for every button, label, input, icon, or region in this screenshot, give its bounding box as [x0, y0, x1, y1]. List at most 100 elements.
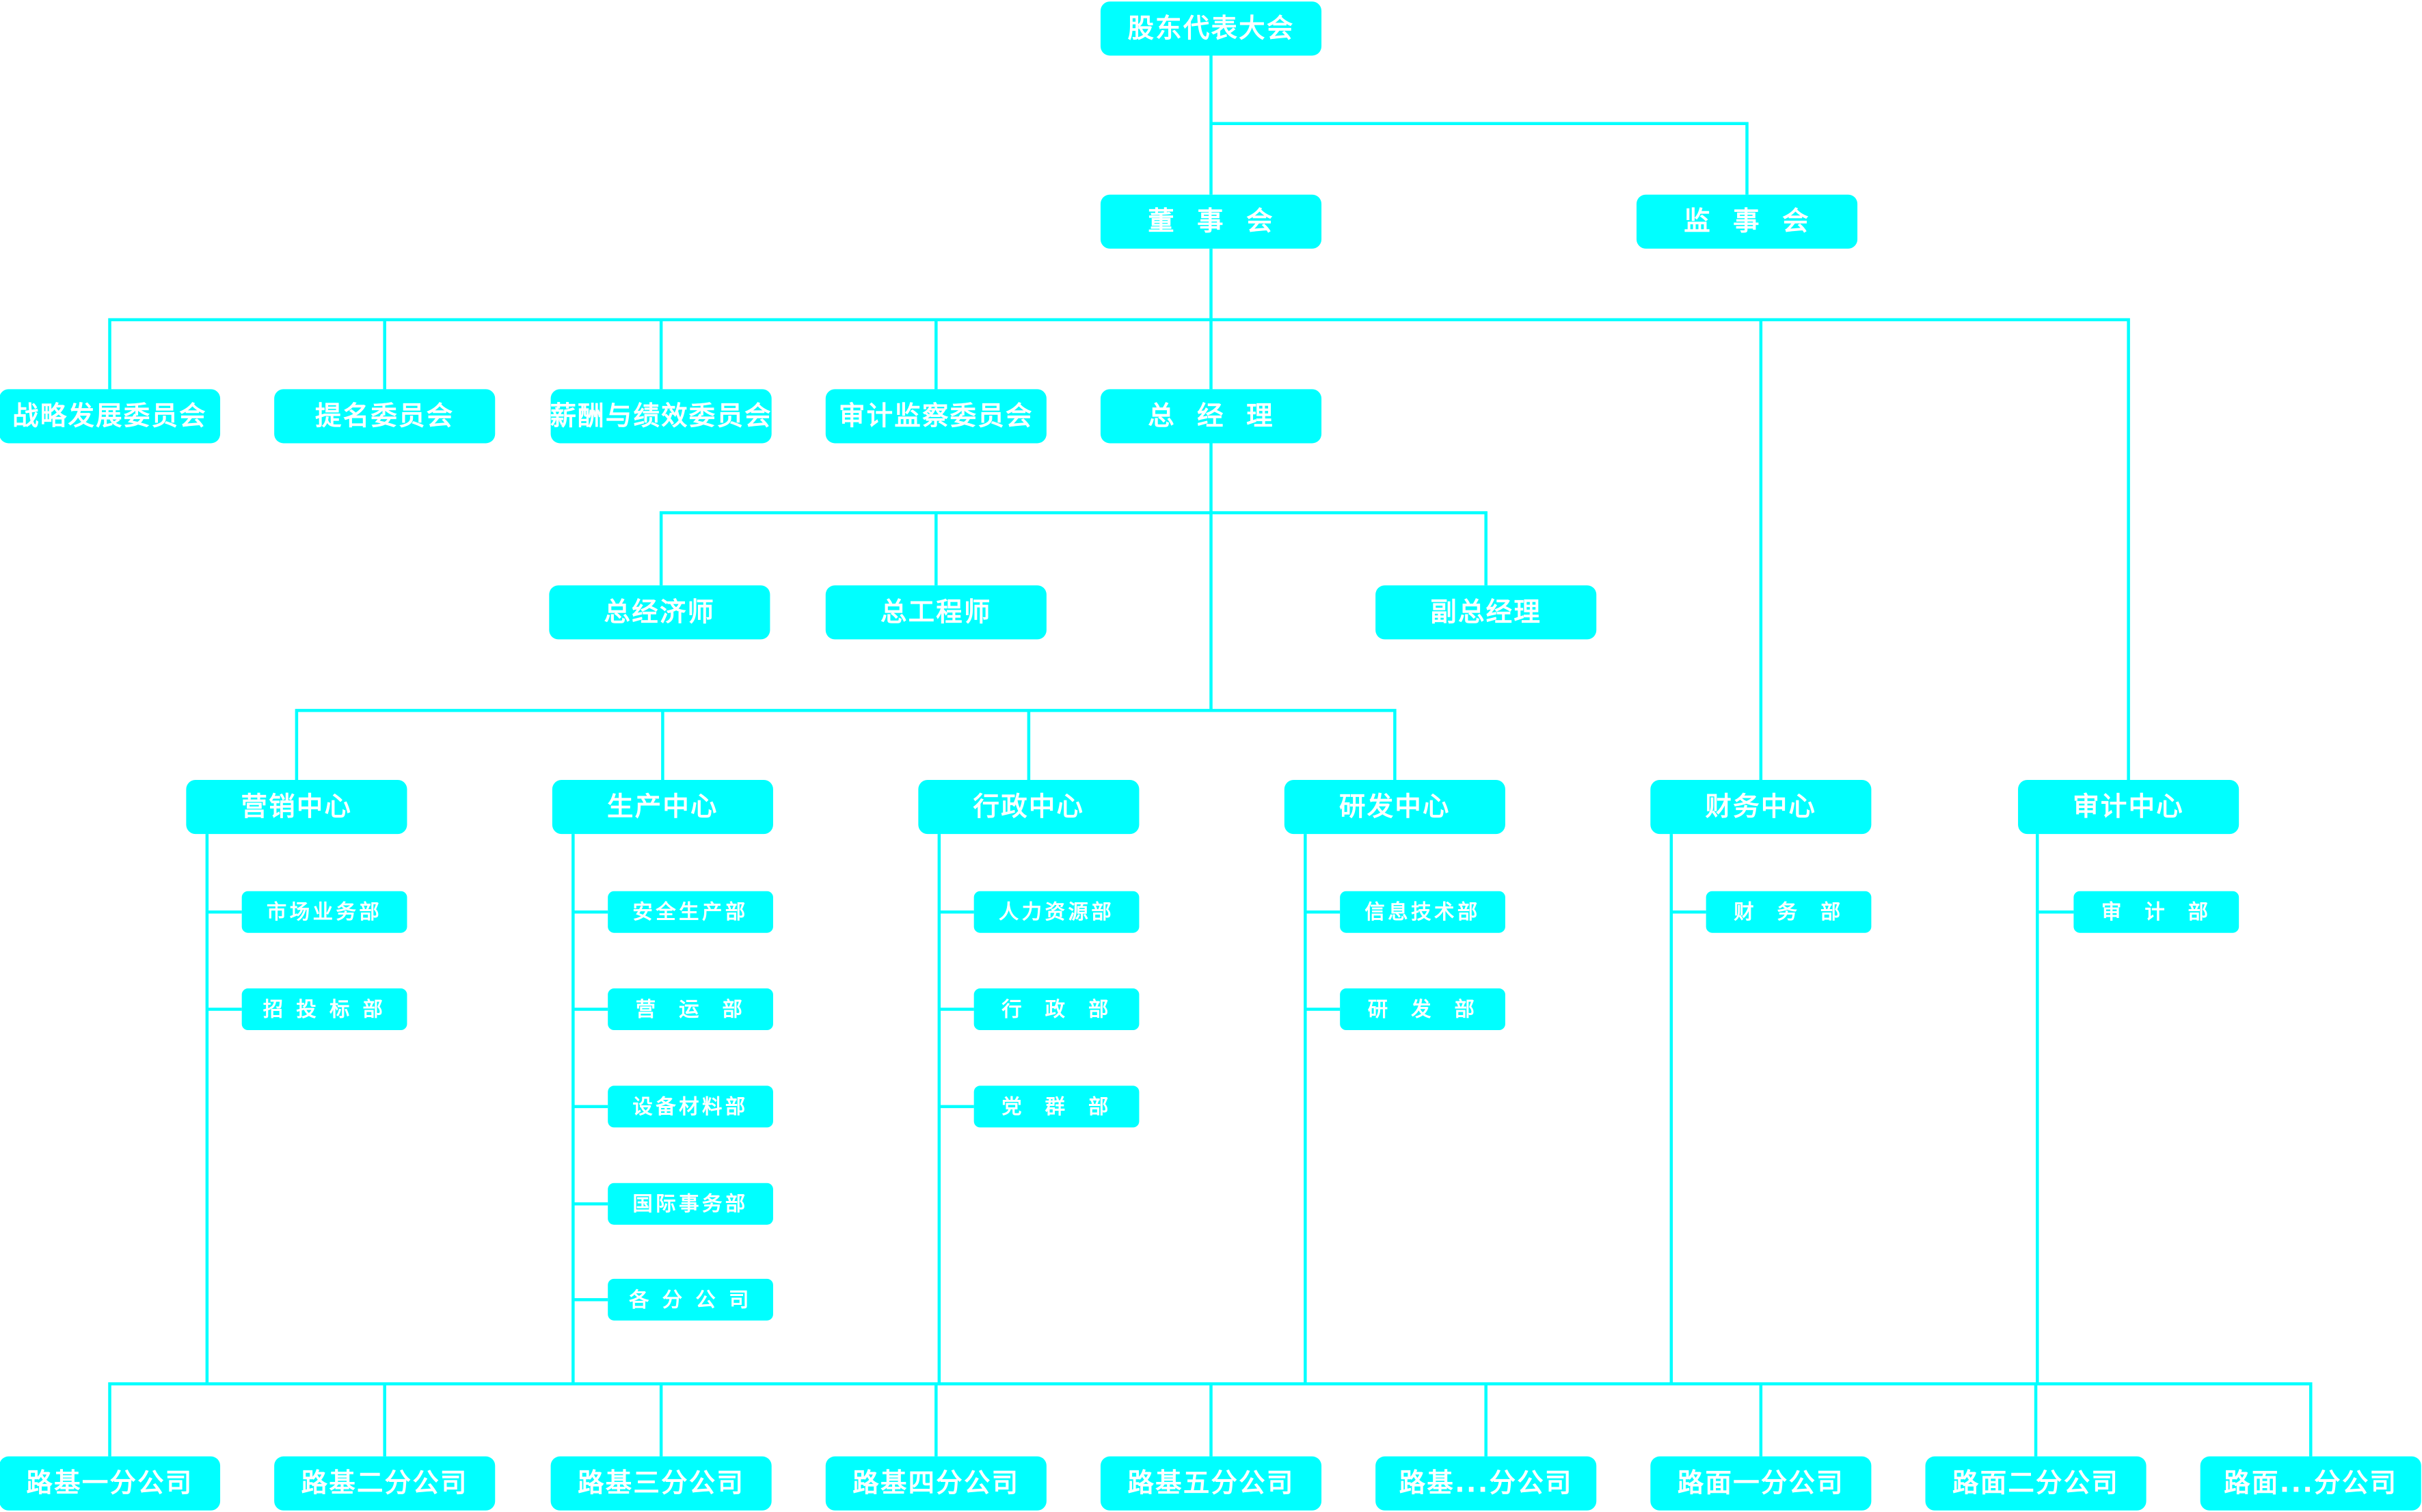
node-branch-company[interactable]: 路基一分公司 [0, 1456, 221, 1511]
node-board-of-directors[interactable]: 董 事 会 [1100, 194, 1322, 249]
node-department-box [2073, 891, 2239, 933]
node-department[interactable]: 人力资源部 [973, 891, 1140, 933]
node-executive-label: 副总经理 [1430, 597, 1542, 627]
node-committee[interactable]: 战略发展委员会 [0, 389, 221, 444]
node-department-label: 设备材料部 [632, 1095, 748, 1118]
node-branch-company[interactable]: 路基三分公司 [550, 1456, 772, 1511]
node-board-of-supervisors-box [1636, 194, 1858, 249]
node-branch-company-box [550, 1456, 772, 1511]
node-department[interactable]: 市场业务部 [241, 891, 407, 933]
node-committee-box [0, 389, 221, 444]
node-branch-company-label: 路基三分公司 [578, 1468, 744, 1499]
node-center[interactable]: 财务中心 [1650, 780, 1872, 835]
node-department-box [608, 1183, 773, 1225]
node-department[interactable]: 信息技术部 [1340, 891, 1505, 933]
node-executive[interactable]: 总经济师 [549, 585, 770, 640]
node-branch-company[interactable]: 路基二分公司 [274, 1456, 496, 1511]
node-center-label: 营销中心 [241, 792, 353, 822]
node-department-box [608, 891, 773, 933]
node-department[interactable]: 设备材料部 [608, 1085, 773, 1128]
node-center[interactable]: 研发中心 [1284, 780, 1505, 835]
connector-gm-executives [659, 511, 1488, 586]
node-department[interactable]: 党 群 部 [973, 1085, 1140, 1128]
node-board-of-directors-label: 董 事 会 [1148, 206, 1274, 237]
connector-gm-centers [295, 709, 1397, 781]
node-department-label: 安全生产部 [632, 900, 748, 923]
node-shareholders-meeting-box [1100, 1, 1322, 56]
node-branch-company-label: 路基...分公司 [1399, 1468, 1573, 1499]
node-general-manager-box [1100, 389, 1322, 444]
node-branch-company-box [1650, 1456, 1872, 1511]
node-department[interactable]: 研 发 部 [1340, 988, 1505, 1031]
node-committee-box [274, 389, 496, 444]
node-branch-company[interactable]: 路基四分公司 [825, 1456, 1047, 1511]
node-committee-label: 提名委员会 [315, 401, 454, 431]
node-department[interactable]: 行 政 部 [973, 988, 1140, 1031]
node-branch-company-label: 路基五分公司 [1128, 1468, 1295, 1499]
node-committee-label: 战略发展委员会 [12, 401, 207, 431]
node-branch-company-label: 路基四分公司 [852, 1468, 1019, 1499]
node-department-label: 市场业务部 [267, 900, 382, 923]
node-center-label: 行政中心 [973, 792, 1085, 822]
node-committee[interactable]: 薪酬与绩效委员会 [550, 389, 772, 444]
node-general-manager[interactable]: 总 经 理 [1100, 389, 1322, 444]
node-center-label: 生产中心 [607, 792, 718, 822]
node-branch-company[interactable]: 路面一分公司 [1650, 1456, 1872, 1511]
node-branch-company-label: 路基一分公司 [27, 1468, 193, 1499]
node-center[interactable]: 审计中心 [2018, 780, 2239, 835]
node-branch-company-label: 路基二分公司 [301, 1468, 468, 1499]
node-branch-company-box [1100, 1456, 1322, 1511]
node-shareholders-meeting[interactable]: 股东代表大会 [1100, 1, 1322, 56]
node-executive-label: 总工程师 [880, 597, 992, 627]
node-branch-company[interactable]: 路基五分公司 [1100, 1456, 1322, 1511]
node-general-manager-label: 总 经 理 [1148, 401, 1274, 431]
connector-board-bus [108, 318, 2130, 781]
node-department-label: 党 群 部 [1001, 1095, 1112, 1118]
node-committee[interactable]: 提名委员会 [274, 389, 496, 444]
node-department[interactable]: 国际事务部 [608, 1183, 773, 1225]
node-branch-company[interactable]: 路面二分公司 [1925, 1456, 2147, 1511]
node-branch-company-box [274, 1456, 496, 1511]
node-department-box [608, 988, 773, 1031]
node-department-label: 国际事务部 [632, 1192, 748, 1215]
node-branch-company[interactable]: 路基...分公司 [1375, 1456, 1597, 1511]
node-center-box [2018, 780, 2239, 835]
node-department-box [241, 891, 407, 933]
node-department-box [973, 988, 1140, 1031]
node-committee-label: 审计监察委员会 [839, 401, 1034, 431]
node-branch-company-label: 路面...分公司 [2224, 1468, 2397, 1499]
node-branch-company-label: 路面二分公司 [1952, 1468, 2119, 1499]
node-department-label: 行 政 部 [1001, 998, 1112, 1021]
node-center[interactable]: 营销中心 [186, 780, 407, 835]
node-department-label: 营 运 部 [636, 998, 746, 1021]
node-branch-company-box [0, 1456, 221, 1511]
node-branch-company[interactable]: 路面...分公司 [2200, 1456, 2421, 1511]
node-department[interactable]: 财 务 部 [1706, 891, 1872, 933]
node-center[interactable]: 生产中心 [552, 780, 773, 835]
node-department[interactable]: 审 计 部 [2073, 891, 2239, 933]
node-department-box [241, 988, 407, 1031]
node-department[interactable]: 招 投 标 部 [241, 988, 407, 1031]
node-executive[interactable]: 总工程师 [825, 585, 1047, 640]
node-department-box [973, 891, 1140, 933]
node-department[interactable]: 安全生产部 [608, 891, 773, 933]
node-board-of-supervisors[interactable]: 监 事 会 [1636, 194, 1858, 249]
node-center[interactable]: 行政中心 [918, 780, 1140, 835]
node-department[interactable]: 营 运 部 [608, 988, 773, 1031]
node-shareholders-meeting-label: 股东代表大会 [1128, 13, 1295, 44]
node-department-box [1706, 891, 1872, 933]
node-board-of-supervisors-label: 监 事 会 [1684, 206, 1810, 237]
node-center-box [1650, 780, 1872, 835]
node-branch-company-box [825, 1456, 1047, 1511]
node-committee[interactable]: 审计监察委员会 [825, 389, 1047, 444]
node-executive[interactable]: 副总经理 [1375, 585, 1597, 640]
node-department-box [973, 1085, 1140, 1128]
node-center-box [186, 780, 407, 835]
node-center-label: 审计中心 [2073, 792, 2184, 822]
node-executive-label: 总经济师 [604, 597, 716, 627]
node-department[interactable]: 各 分 公 司 [608, 1278, 773, 1321]
node-center-box [918, 780, 1140, 835]
node-department-box [608, 1085, 773, 1128]
node-department-label: 审 计 部 [2101, 900, 2211, 923]
